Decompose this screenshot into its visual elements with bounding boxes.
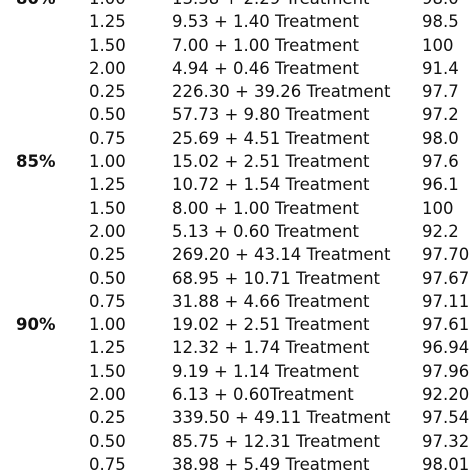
table-row: 1.50 8.00 + 1.00 Treatment 100	[0, 197, 474, 220]
table-row: 0.50 57.73 + 9.80 Treatment 97.2	[0, 103, 474, 126]
value-cell: 91.4	[422, 58, 459, 78]
table-row: 0.75 25.69 + 4.51 Treatment 98.0	[0, 127, 474, 150]
ratio-cell: 1.50	[89, 198, 126, 218]
equation-cell: 9.53 + 1.40 Treatment	[172, 12, 359, 32]
equation-cell: 8.00 + 1.00 Treatment	[172, 198, 359, 218]
value-cell: 98.0	[422, 128, 459, 148]
ratio-cell: 0.50	[89, 431, 126, 451]
group-label: 90%	[16, 315, 56, 335]
table-row: 0.75 38.98 + 5.49 Treatment 98.01	[0, 453, 474, 474]
value-cell: 97.96	[422, 361, 470, 381]
value-cell: 97.7	[422, 82, 459, 102]
equation-cell: 57.73 + 9.80 Treatment	[172, 105, 370, 125]
table-row: 0.50 68.95 + 10.71 Treatment 97.67	[0, 267, 474, 290]
equation-cell: 7.00 + 1.00 Treatment	[172, 35, 359, 55]
ratio-cell: 0.25	[89, 408, 126, 428]
equation-cell: 6.13 + 0.60Treatment	[172, 385, 354, 405]
value-cell: 97.6	[422, 152, 459, 172]
value-cell: 97.2	[422, 105, 459, 125]
table-row: 85% 1.00 15.02 + 2.51 Treatment 97.6	[0, 150, 474, 173]
equation-cell: 9.19 + 1.14 Treatment	[172, 361, 359, 381]
equation-cell: 38.98 + 5.49 Treatment	[172, 454, 370, 474]
table-row: 1.25 10.72 + 1.54 Treatment 96.1	[0, 173, 474, 196]
value-cell: 100	[422, 35, 454, 55]
table-row: 0.25 226.30 + 39.26 Treatment 97.7	[0, 80, 474, 103]
value-cell: 97.32	[422, 431, 470, 451]
equation-cell: 85.75 + 12.31 Treatment	[172, 431, 380, 451]
table-row: 1.50 7.00 + 1.00 Treatment 100	[0, 34, 474, 57]
table-row: 1.25 12.32 + 1.74 Treatment 96.94	[0, 336, 474, 359]
value-cell: 97.67	[422, 268, 470, 288]
value-cell: 98.5	[422, 12, 459, 32]
equation-cell: 4.94 + 0.46 Treatment	[172, 58, 359, 78]
ratio-cell: 2.00	[89, 58, 126, 78]
equation-cell: 15.02 + 2.51 Treatment	[172, 152, 370, 172]
ratio-cell: 1.00	[89, 0, 126, 10]
table-row: 0.25 339.50 + 49.11 Treatment 97.54	[0, 406, 474, 429]
ratio-cell: 2.00	[89, 221, 126, 241]
value-cell: 98.01	[422, 454, 470, 474]
ratio-cell: 0.75	[89, 291, 126, 311]
table-row: 1.25 9.53 + 1.40 Treatment 98.5	[0, 10, 474, 33]
ratio-cell: 0.75	[89, 454, 126, 474]
equation-cell: 226.30 + 39.26 Treatment	[172, 82, 391, 102]
value-cell: 96.1	[422, 175, 459, 195]
ratio-cell: 1.25	[89, 12, 126, 32]
table-row: 0.75 31.88 + 4.66 Treatment 97.11	[0, 290, 474, 313]
table-row: 2.00 4.94 + 0.46 Treatment 91.4	[0, 57, 474, 80]
table-row: 0.25 269.20 + 43.14 Treatment 97.70	[0, 243, 474, 266]
value-cell: 98.0	[422, 0, 459, 10]
equation-cell: 5.13 + 0.60 Treatment	[172, 221, 359, 241]
table-row: 0.50 85.75 + 12.31 Treatment 97.32	[0, 430, 474, 453]
value-cell: 92.2	[422, 221, 459, 241]
value-cell: 100	[422, 198, 454, 218]
equation-cell: 12.32 + 1.74 Treatment	[172, 338, 370, 358]
equation-cell: 68.95 + 10.71 Treatment	[172, 268, 380, 288]
ratio-cell: 0.25	[89, 82, 126, 102]
value-cell: 97.11	[422, 291, 470, 311]
equation-cell: 13.38 + 2.29 Treatment	[172, 0, 370, 10]
equation-cell: 31.88 + 4.66 Treatment	[172, 291, 370, 311]
ratio-cell: 0.50	[89, 105, 126, 125]
value-cell: 92.20	[422, 385, 470, 405]
group-label: 80%	[16, 0, 56, 10]
value-cell: 97.54	[422, 408, 470, 428]
ratio-cell: 1.25	[89, 338, 126, 358]
ratio-cell: 1.50	[89, 35, 126, 55]
ratio-cell: 1.00	[89, 315, 126, 335]
ratio-cell: 0.75	[89, 128, 126, 148]
table-row: 2.00 5.13 + 0.60 Treatment 92.2	[0, 220, 474, 243]
equation-cell: 339.50 + 49.11 Treatment	[172, 408, 391, 428]
table-row: 80% 1.00 13.38 + 2.29 Treatment 98.0	[0, 0, 474, 10]
ratio-cell: 1.50	[89, 361, 126, 381]
ratio-cell: 1.00	[89, 152, 126, 172]
equation-cell: 269.20 + 43.14 Treatment	[172, 245, 391, 265]
equation-cell: 10.72 + 1.54 Treatment	[172, 175, 370, 195]
equation-cell: 25.69 + 4.51 Treatment	[172, 128, 370, 148]
ratio-cell: 2.00	[89, 385, 126, 405]
ratio-cell: 0.25	[89, 245, 126, 265]
table-row: 2.00 6.13 + 0.60Treatment 92.20	[0, 383, 474, 406]
ratio-cell: 0.50	[89, 268, 126, 288]
group-label: 85%	[16, 152, 56, 172]
ratio-cell: 1.25	[89, 175, 126, 195]
equation-cell: 19.02 + 2.51 Treatment	[172, 315, 370, 335]
value-cell: 96.94	[422, 338, 470, 358]
value-cell: 97.61	[422, 315, 470, 335]
table-row: 90% 1.00 19.02 + 2.51 Treatment 97.61	[0, 313, 474, 336]
table-row: 1.50 9.19 + 1.14 Treatment 97.96	[0, 360, 474, 383]
value-cell: 97.70	[422, 245, 470, 265]
